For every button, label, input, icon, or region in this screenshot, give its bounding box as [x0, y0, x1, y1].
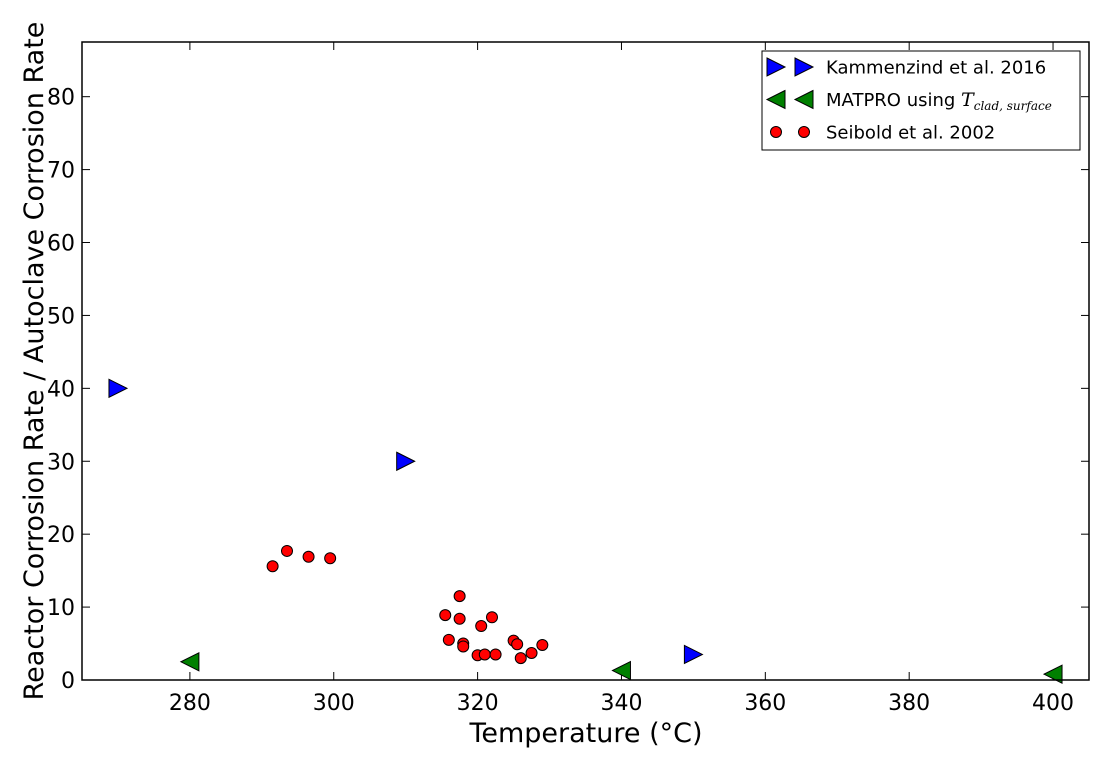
y-tick-label: 30	[47, 450, 75, 475]
data-point	[439, 609, 452, 622]
legend-label-text: MATPRO using	[826, 90, 961, 111]
legend-entries: Kammenzind et al. 2016 MATPRO using Tclad…	[765, 57, 1052, 144]
x-tick-label: 400	[1032, 691, 1074, 716]
x-tick-label: 340	[600, 691, 642, 716]
x-axis-label-text: Temperature (°C)	[468, 718, 702, 749]
data-point	[525, 647, 538, 660]
legend-math-symbol: T	[961, 89, 975, 111]
axis-ticks: 280 300 320 340 360 380 400 0 10 20 30 40 50 60 70 80	[47, 42, 1089, 716]
legend-math-subscript: clad, surface	[974, 99, 1052, 113]
legend-label: Seibold et al. 2002	[826, 123, 995, 144]
data-point	[475, 620, 488, 633]
data-point	[302, 550, 315, 563]
x-tick-label: 360	[744, 691, 786, 716]
data-point	[683, 644, 704, 665]
data-point	[442, 633, 455, 646]
series-circle	[266, 544, 549, 665]
legend-marker	[798, 126, 810, 138]
data-point	[611, 660, 631, 681]
x-tick-label: 280	[169, 691, 211, 716]
data-point	[536, 639, 549, 652]
legend-label: Kammenzind et al. 2016	[826, 58, 1046, 79]
plot-frame	[81, 41, 1090, 681]
legend-entry: Kammenzind et al. 2016	[766, 57, 1046, 79]
legend-label: MATPRO using Tclad, surface	[826, 89, 1052, 113]
y-axis-label-text: Reactor Corrosion Rate / Autoclave Corro…	[19, 22, 50, 701]
y-tick-label: 20	[47, 523, 75, 548]
y-tick-label: 0	[61, 669, 75, 694]
data-point	[514, 652, 527, 665]
legend-marker	[770, 126, 782, 138]
legend: Kammenzind et al. 2016 MATPRO using Tclad…	[761, 50, 1081, 151]
legend-entry: Seibold et al. 2002	[770, 123, 995, 144]
data-point	[453, 612, 466, 625]
legend-box	[761, 50, 1081, 151]
y-tick-label: 50	[47, 304, 75, 329]
data-point	[266, 560, 279, 573]
data-point	[453, 590, 466, 603]
data-point	[511, 638, 524, 651]
x-tick-label: 320	[457, 691, 499, 716]
legend-label-text: Seibold et al. 2002	[826, 123, 995, 144]
legend-marker	[793, 89, 814, 110]
data-point	[280, 544, 293, 557]
data-point	[396, 451, 416, 472]
x-tick-label: 300	[313, 691, 355, 716]
legend-marker	[766, 57, 787, 77]
legend-marker	[765, 89, 786, 110]
data-point	[489, 648, 502, 661]
y-tick-label: 70	[47, 159, 75, 184]
series-triangle-left	[179, 651, 1063, 684]
series-triangle-right	[108, 378, 704, 665]
legend-entry: MATPRO using Tclad, surface	[765, 89, 1052, 113]
data-point	[478, 648, 491, 661]
data-point	[108, 378, 129, 399]
y-tick-label: 60	[47, 232, 75, 257]
legend-label-text: Kammenzind et al. 2016	[826, 58, 1046, 79]
data-point	[324, 552, 337, 565]
x-tick-label: 380	[888, 691, 930, 716]
y-tick-label: 80	[47, 86, 75, 111]
y-axis-label: Reactor Corrosion Rate / Autoclave Corro…	[19, 22, 50, 701]
data-point	[1042, 664, 1063, 684]
y-tick-label: 10	[47, 596, 75, 621]
data-points	[108, 378, 1063, 684]
legend-marker	[794, 57, 815, 77]
data-point	[485, 611, 498, 624]
data-point	[457, 640, 470, 653]
y-tick-label: 40	[47, 377, 75, 402]
x-axis-label: Temperature (°C)	[468, 718, 702, 749]
data-point	[179, 651, 200, 672]
